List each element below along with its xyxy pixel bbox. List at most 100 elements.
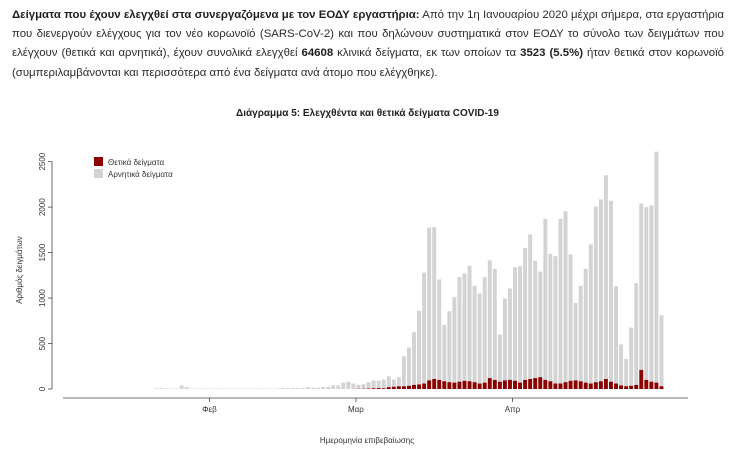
bar-negative: [523, 248, 528, 380]
summary-text-1: Από την 1η Ιανουαρίου 2020 μέχρι σήμερα,…: [12, 9, 724, 60]
bar-negative: [321, 387, 326, 389]
bar-positive: [538, 377, 543, 389]
bar-positive: [578, 381, 583, 389]
bar-negative: [290, 388, 295, 389]
bar-positive: [437, 379, 442, 389]
bar-positive: [528, 379, 533, 389]
bar-negative: [583, 268, 588, 383]
positive-percent: (5.5%): [549, 47, 583, 60]
bar-positive: [548, 381, 553, 389]
bar-negative: [548, 253, 553, 382]
y-tick-label: 0: [38, 386, 47, 391]
bar-positive: [553, 383, 558, 389]
bar-negative: [366, 382, 371, 389]
bar-negative: [487, 260, 492, 379]
bar-negative: [452, 297, 457, 383]
bar-positive: [644, 379, 649, 389]
bar-negative: [649, 205, 654, 382]
bar-negative: [442, 324, 447, 382]
summary-text-2: κλινικά δείγματα, εκ των οποίων τα: [333, 47, 521, 60]
bar-negative: [295, 388, 300, 389]
bar-positive: [422, 383, 427, 389]
bar-negative: [336, 385, 341, 389]
bar-negative: [396, 377, 401, 387]
bar-negative: [502, 298, 507, 381]
bar-negative: [614, 286, 618, 384]
bar-negative: [391, 379, 396, 387]
bar-positive: [391, 386, 396, 389]
bar-positive: [603, 379, 608, 389]
chart-title: Διάγραμμα 5: Ελεγχθέντα και θετικά δείγμ…: [236, 108, 499, 119]
bar-negative: [457, 277, 462, 382]
summary-paragraph: Δείγματα που έχουν ελεγχθεί στα συνεργαζ…: [12, 6, 724, 83]
positive-samples: 3523: [520, 47, 546, 60]
bar-positive: [659, 386, 664, 389]
bar-negative: [331, 385, 336, 389]
bar-negative: [644, 207, 649, 380]
legend-swatch: [94, 157, 103, 166]
bar-negative: [341, 382, 346, 389]
bar-positive: [492, 379, 497, 389]
bar-negative: [472, 285, 477, 383]
bar-positive: [487, 378, 492, 389]
legend-swatch: [94, 169, 103, 178]
summary-text-4: ήταν θετικά στον κορωνοϊό (συμπεριλαμβάν…: [12, 47, 724, 79]
bar-negative: [300, 388, 305, 389]
bar-positive: [619, 385, 624, 389]
bar-positive: [558, 383, 563, 389]
bar-negative: [422, 272, 427, 384]
bar-positive: [497, 381, 502, 389]
y-axis-label: Αριθμός δειγμάτων: [15, 236, 24, 304]
bar-negative: [507, 288, 512, 380]
bar-positive: [432, 379, 437, 389]
bar-positive: [543, 379, 548, 389]
bar-negative: [386, 376, 391, 388]
bar-negative: [427, 227, 432, 381]
x-axis-label: Ημερομηνία επιβεβαίωσης: [320, 436, 414, 445]
bar-positive: [624, 386, 629, 389]
bars-group: [154, 151, 664, 389]
bar-negative: [609, 200, 613, 382]
bar-negative: [371, 380, 376, 389]
legend: Θετικά δείγματα Αρνητικά δείγματα: [94, 157, 173, 179]
bar-negative: [432, 227, 437, 379]
y-tick-label: 2500: [38, 152, 47, 170]
bar-positive: [452, 382, 457, 389]
bar-positive: [396, 386, 401, 389]
bar-positive: [629, 385, 634, 389]
y-tick-label: 500: [38, 336, 47, 350]
bar-negative: [654, 151, 659, 383]
bar-positive: [654, 382, 659, 389]
legend-label: Αρνητικά δείγματα: [108, 170, 173, 179]
bar-positive: [563, 382, 568, 389]
bar-negative: [593, 206, 598, 383]
bar-positive: [472, 382, 477, 389]
bar-negative: [361, 384, 366, 389]
bar-negative: [558, 218, 563, 384]
bar-negative: [159, 388, 164, 389]
legend-label: Θετικά δείγματα: [108, 158, 165, 167]
bar-negative: [406, 347, 411, 386]
bar-negative: [417, 310, 422, 385]
x-tick-label: Φεβ: [202, 405, 217, 414]
y-axis: 0 500 1000 1500 2000 2500: [38, 152, 53, 391]
bar-negative: [326, 386, 331, 389]
bar-negative: [518, 266, 523, 383]
bar-positive: [386, 387, 391, 389]
bar-negative: [437, 279, 442, 380]
bar-positive: [417, 384, 422, 389]
bar-negative: [316, 387, 321, 389]
bar-negative: [351, 383, 356, 389]
bar-positive: [447, 382, 452, 389]
bar-negative: [492, 268, 497, 380]
bar-positive: [477, 383, 482, 389]
bar-negative: [639, 203, 644, 370]
bar-positive: [649, 381, 654, 389]
bar-negative: [624, 358, 629, 387]
bar-positive: [573, 380, 578, 389]
bar-positive: [533, 378, 538, 389]
bar-positive: [467, 381, 472, 389]
bar-negative: [533, 260, 538, 379]
bar-negative: [477, 293, 482, 384]
